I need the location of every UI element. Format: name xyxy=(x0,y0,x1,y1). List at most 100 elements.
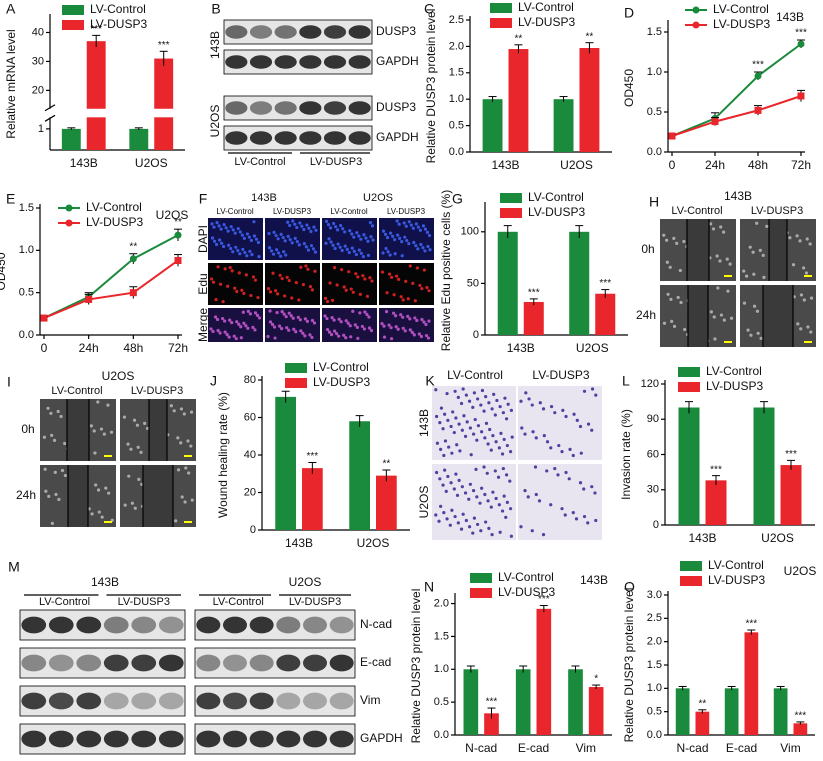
cell xyxy=(493,469,497,473)
cell xyxy=(245,232,249,236)
cell xyxy=(434,513,438,517)
legend-label: LV-Control xyxy=(90,2,146,16)
cell xyxy=(242,291,246,296)
cell xyxy=(328,281,332,285)
bar xyxy=(536,608,552,735)
y-tick-label: 0.5 xyxy=(19,287,34,299)
cell xyxy=(406,314,410,318)
band xyxy=(196,692,221,710)
cell xyxy=(56,409,60,414)
cell xyxy=(437,519,441,523)
band xyxy=(276,654,301,672)
band xyxy=(223,730,247,748)
cell xyxy=(242,236,246,240)
y-axis-label: Relative mRNA level xyxy=(4,29,18,138)
cell xyxy=(227,243,231,247)
cell xyxy=(298,318,302,322)
cell xyxy=(244,273,248,277)
cell xyxy=(578,424,583,429)
cell xyxy=(458,449,462,453)
cell xyxy=(230,321,234,325)
cell xyxy=(480,388,485,393)
cell xyxy=(93,451,97,455)
cell xyxy=(442,511,446,515)
band xyxy=(348,25,371,39)
cell xyxy=(396,327,400,331)
cell xyxy=(590,485,594,489)
cell xyxy=(248,249,252,253)
y-axis-label: Relative DUSP3 protein level xyxy=(424,9,438,164)
line xyxy=(671,95,802,137)
cell xyxy=(465,420,469,424)
cell xyxy=(257,316,262,320)
label: DUSP3 xyxy=(376,100,416,114)
cell xyxy=(212,239,217,243)
cell xyxy=(713,337,717,341)
cell xyxy=(341,227,345,231)
cell xyxy=(251,325,255,329)
cell xyxy=(224,226,228,230)
cell xyxy=(279,232,283,236)
cell xyxy=(268,290,273,294)
y-tick-label: 20 xyxy=(244,486,256,498)
cell xyxy=(490,533,494,537)
cell xyxy=(123,503,127,507)
cell xyxy=(386,250,390,254)
cell xyxy=(415,266,419,270)
cell xyxy=(214,242,219,247)
y-tick-label: 1.5 xyxy=(434,630,449,642)
band xyxy=(76,616,102,634)
cell xyxy=(336,228,340,232)
label: U2OS xyxy=(289,575,322,589)
cell xyxy=(443,412,447,416)
cell xyxy=(452,430,456,435)
cell xyxy=(249,293,253,298)
cell xyxy=(412,333,416,337)
cell xyxy=(278,324,282,328)
y-tick-label: 2.5 xyxy=(647,612,662,624)
x-tick-label: N-cad xyxy=(465,741,497,755)
cell xyxy=(332,318,336,322)
label: 24h xyxy=(636,308,656,322)
cell xyxy=(330,316,334,320)
cell xyxy=(538,401,542,405)
label: U2OS xyxy=(363,192,393,204)
bar xyxy=(302,468,323,530)
cell xyxy=(145,426,150,431)
cell xyxy=(474,467,478,471)
cell xyxy=(564,470,568,475)
y-tick-label: 50 xyxy=(467,277,479,289)
cell xyxy=(251,275,256,279)
cell xyxy=(447,445,451,449)
cell xyxy=(501,466,505,471)
cell xyxy=(678,268,682,273)
significance-label: *** xyxy=(307,451,319,462)
band xyxy=(21,692,47,710)
cell xyxy=(242,321,246,325)
cell xyxy=(278,273,282,277)
cell xyxy=(209,327,213,331)
cell xyxy=(425,230,430,234)
cell xyxy=(455,443,459,447)
legend-swatch xyxy=(490,18,512,28)
cell xyxy=(299,329,303,333)
cell xyxy=(43,467,47,471)
cell xyxy=(356,336,360,340)
cell xyxy=(520,426,524,430)
cell xyxy=(310,288,315,292)
cell xyxy=(402,221,406,225)
band xyxy=(48,730,74,748)
cell xyxy=(285,326,289,330)
cell xyxy=(719,225,723,229)
x-tick-label: 48h xyxy=(123,341,143,355)
y-tick-label: 1.0 xyxy=(434,663,449,675)
cell xyxy=(209,277,214,281)
cell xyxy=(426,244,430,249)
cell xyxy=(442,453,446,458)
point xyxy=(85,295,93,303)
cell xyxy=(480,486,484,490)
cell xyxy=(508,450,513,454)
cell xyxy=(347,250,351,255)
cell xyxy=(252,220,256,224)
band xyxy=(299,131,322,145)
